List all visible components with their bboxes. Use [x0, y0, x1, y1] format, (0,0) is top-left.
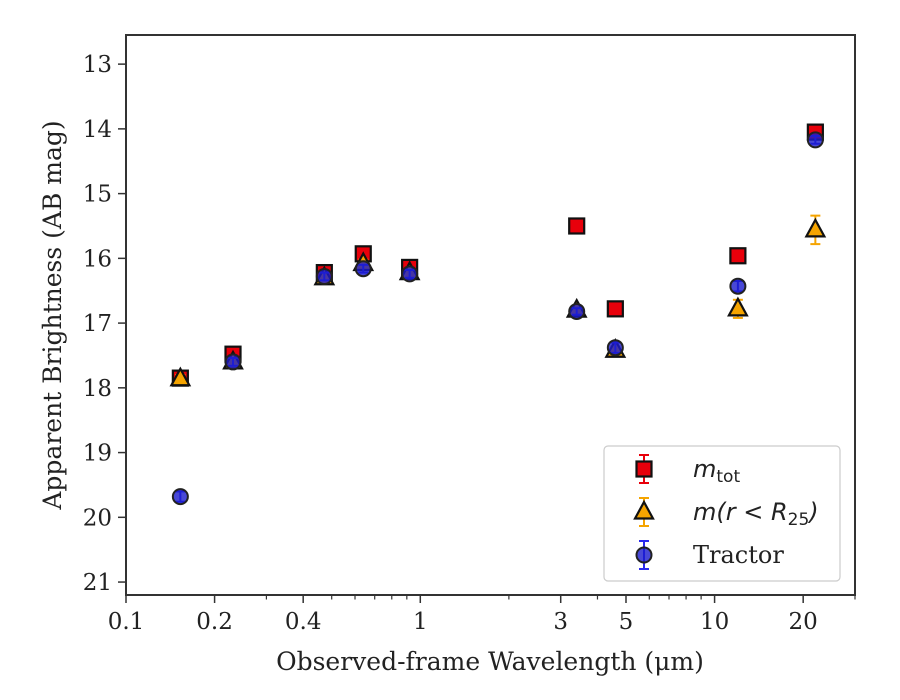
plot-frame: [125, 34, 856, 596]
data-point-square: [606, 300, 624, 318]
y-tick-label: 14: [83, 117, 112, 143]
y-tick-label: 16: [83, 246, 112, 272]
legend-marker-triangle: [633, 499, 655, 520]
x-tick-label: 0.2: [196, 609, 233, 635]
x-axis-label: Observed-frame Wavelength (μm): [276, 647, 704, 676]
x-tick-label: 3: [553, 609, 568, 635]
data-layer: [169, 123, 827, 506]
data-point-circle: [729, 277, 747, 295]
data-point-square: [729, 247, 747, 265]
x-tick-label: 20: [789, 609, 818, 635]
x-tick-label: 0.1: [108, 609, 145, 635]
series-triangle: [169, 214, 827, 387]
data-point-circle: [806, 131, 824, 149]
data-point-circle: [606, 339, 624, 357]
y-axis-label: Apparent Brightness (AB mag): [38, 120, 67, 510]
x-tick-label: 1: [413, 609, 428, 635]
x-tick-label: 10: [700, 609, 729, 635]
data-point-circle: [568, 302, 586, 320]
series-square: [171, 123, 824, 387]
legend: mtot m(r < R25) Tractor: [603, 445, 841, 582]
data-point-circle: [224, 353, 242, 371]
data-point-circle: [401, 265, 419, 283]
y-tick-label: 21: [83, 570, 112, 596]
y-tick-label: 18: [83, 376, 112, 402]
legend-box: [603, 445, 841, 582]
data-point-triangle: [169, 366, 192, 387]
y-tick-label: 15: [83, 182, 112, 208]
data-point-circle: [315, 267, 333, 285]
data-point-triangle: [804, 217, 827, 238]
x-tick-label: 5: [619, 609, 634, 635]
legend-label: m(r < R25): [693, 498, 819, 530]
data-point-triangle: [727, 296, 749, 317]
legend-label: mtot: [693, 455, 740, 487]
y-tick-label: 13: [83, 52, 112, 78]
legend-marker-square: [635, 460, 653, 478]
series-circle: [171, 131, 824, 506]
x-tick-label: 0.4: [285, 609, 322, 635]
data-point-square: [568, 217, 586, 235]
data-point-circle: [171, 488, 189, 506]
legend-marker-circle: [635, 546, 653, 564]
y-tick-label: 20: [83, 505, 112, 531]
legend-label: Tractor: [693, 541, 784, 569]
y-tick-label: 17: [83, 311, 112, 337]
data-point-circle: [354, 260, 372, 278]
y-tick-label: 19: [83, 441, 112, 467]
